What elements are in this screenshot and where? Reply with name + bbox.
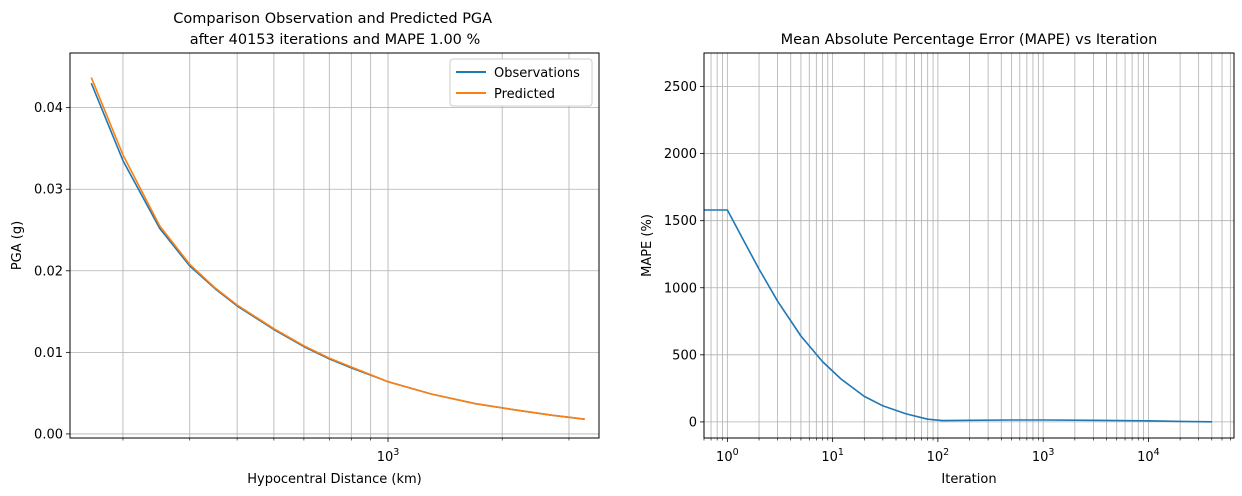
- grid: [70, 53, 599, 438]
- legend: Observations Predicted: [449, 58, 593, 107]
- plot-area-frame: [703, 52, 1235, 439]
- series-line-observations: [90, 82, 585, 420]
- ticks: 100 101 102 103 104 0 500 1000 1500 2000 2500: [664, 80, 1231, 465]
- x-tick-label: 101: [821, 447, 844, 465]
- y-tick-label: 0: [689, 415, 697, 430]
- x-tick-label: 103: [1032, 447, 1055, 465]
- y-tick-label: 0.01: [34, 346, 63, 361]
- y-tick-label: 500: [672, 348, 697, 363]
- y-tick-label: 0.04: [34, 101, 63, 116]
- x-tick-label: 104: [1137, 447, 1160, 465]
- x-axis-label: Hypocentral Distance (km): [247, 472, 422, 487]
- series-line-predicted: [90, 77, 585, 420]
- y-axis-label: MAPE (%): [640, 214, 655, 277]
- x-tick-label: 103: [377, 447, 400, 465]
- y-tick-label: 2000: [664, 147, 697, 162]
- grid: [703, 53, 1234, 438]
- chart-title-line-1: Comparison Observation and Predicted PGA: [173, 11, 492, 27]
- chart-title-line-2: after 40153 iterations and MAPE 1.00 %: [190, 32, 481, 48]
- y-tick-label: 0.00: [34, 427, 63, 442]
- y-tick-label: 1500: [664, 214, 697, 229]
- series-line: [704, 209, 1213, 423]
- plot-area-frame: [69, 52, 600, 439]
- y-axis-label: PGA (g): [10, 221, 25, 270]
- y-tick-label: 0.02: [34, 264, 63, 279]
- x-axis-label: Iteration: [941, 472, 996, 487]
- y-tick-label: 0.03: [34, 183, 63, 198]
- x-tick-label: 100: [716, 447, 739, 465]
- x-tick-label: 102: [927, 447, 950, 465]
- y-tick-label: 2500: [664, 80, 697, 95]
- series-lines: [90, 77, 585, 420]
- legend-box: [449, 58, 593, 107]
- series-lines: [704, 209, 1213, 423]
- mape-vs-iteration-chart: Mean Absolute Percentage Error (MAPE) vs…: [640, 32, 1235, 487]
- legend-label-observations: Observations: [494, 66, 580, 81]
- chart-title: Comparison Observation and Predicted PGA…: [173, 11, 496, 48]
- pga-comparison-chart: Comparison Observation and Predicted PGA…: [10, 11, 600, 487]
- y-tick-label: 1000: [664, 281, 697, 296]
- ticks: 103 0.00 0.01 0.02 0.03 0.04: [34, 101, 570, 465]
- chart-title: Mean Absolute Percentage Error (MAPE) vs…: [781, 32, 1158, 48]
- legend-label-predicted: Predicted: [494, 87, 555, 102]
